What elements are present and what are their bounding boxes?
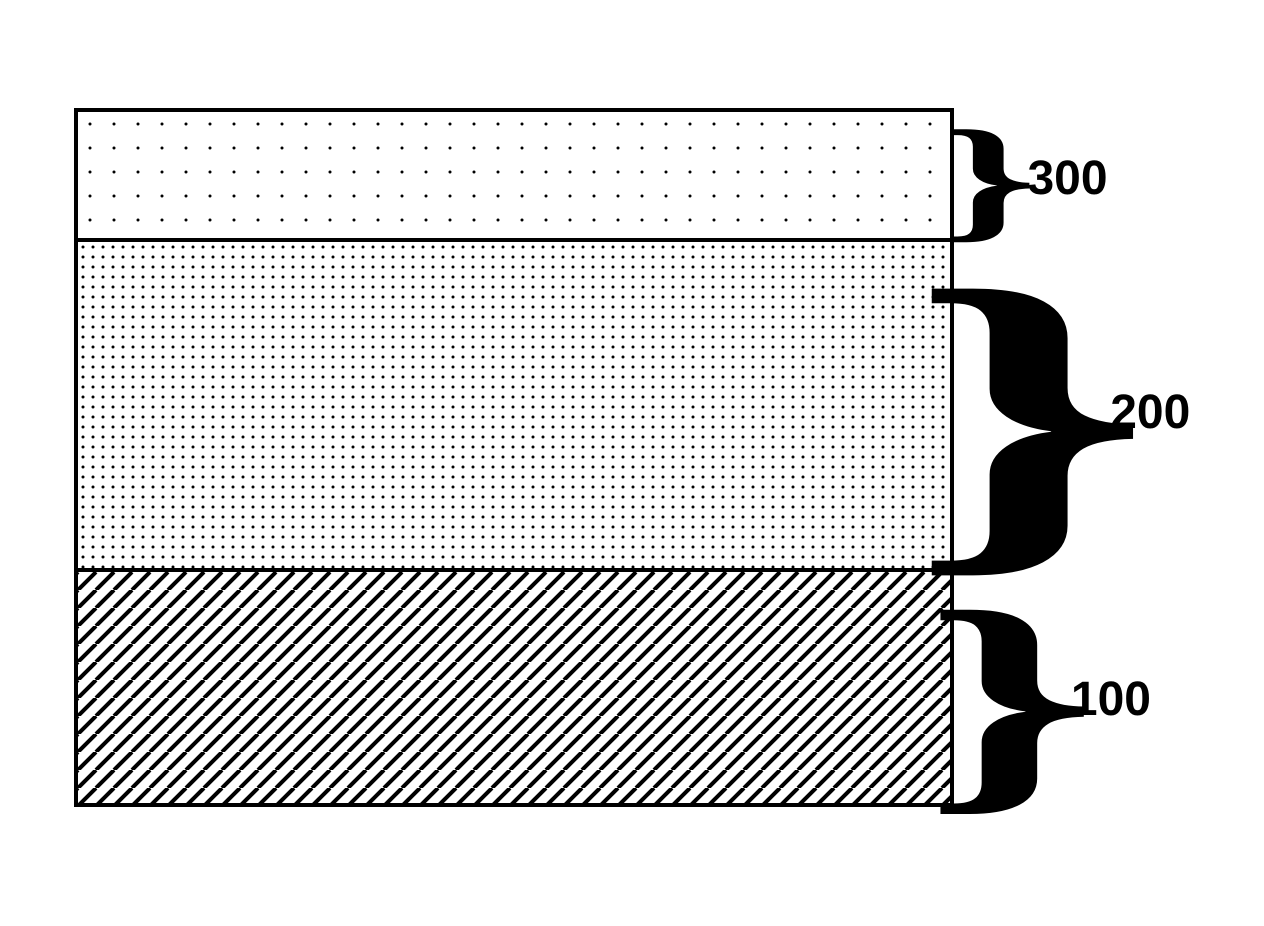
brace-icon: } xyxy=(923,576,1098,823)
layer-labels: } 300 } 200 } 100 xyxy=(962,108,1191,819)
label-row-bottom: } 100 xyxy=(962,580,1191,819)
layer-stack xyxy=(74,108,954,807)
label-row-middle: } 200 xyxy=(962,246,1191,580)
layer-label-text: 300 xyxy=(1027,151,1107,206)
layer-bottom xyxy=(78,572,950,807)
layer-middle xyxy=(78,242,950,572)
brace-icon: } xyxy=(907,239,1153,586)
layer-top xyxy=(78,112,950,242)
layered-diagram: } 300 } 200 } 100 xyxy=(74,108,1191,819)
